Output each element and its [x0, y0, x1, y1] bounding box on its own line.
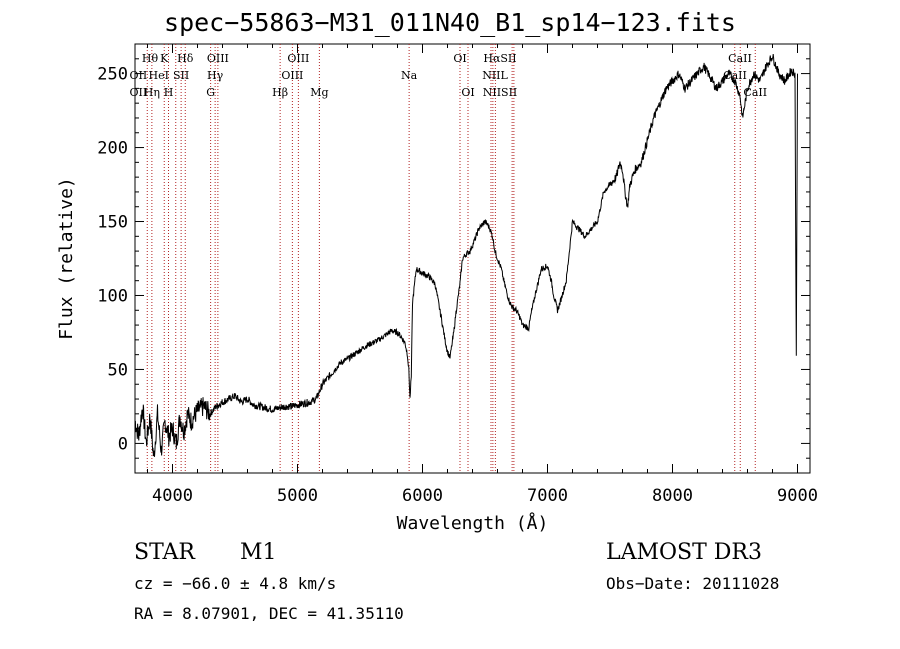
x-tick-label: 8000 — [652, 486, 693, 506]
line-marker-label: CaII — [743, 86, 767, 99]
ra-dec: RA = 8.07901, DEC = 41.35110 — [134, 604, 404, 623]
line-marker-label: H — [164, 86, 174, 99]
x-axis-label: Wavelength (Å) — [397, 512, 549, 534]
x-tick-label: 9000 — [777, 486, 818, 506]
x-tick-label: 6000 — [402, 486, 443, 506]
line-marker-label: SII — [173, 69, 189, 82]
line-marker-label: Na — [401, 69, 418, 82]
line-marker-label: CaII — [728, 52, 752, 65]
line-marker-label: OI — [453, 52, 466, 65]
line-marker-label: Mg — [310, 86, 328, 99]
line-marker-label: NIIL — [482, 69, 508, 82]
y-axis-label: Flux (relative) — [56, 177, 77, 340]
line-marker-label: Hβ — [272, 86, 288, 99]
survey-name: LAMOST DR3 — [606, 540, 762, 565]
object-type: STAR — [134, 540, 195, 565]
line-marker-label: OII — [130, 86, 148, 99]
line-marker-label: NIISII — [483, 86, 518, 99]
line-marker-label: OII — [130, 69, 148, 82]
y-tick-label: 0 — [118, 434, 128, 454]
y-tick-label: 150 — [97, 213, 128, 233]
line-marker-label: OIII — [207, 52, 229, 65]
redshift-line: cz = −66.0 ± 4.8 km/s — [134, 574, 337, 593]
y-tick-label: 250 — [97, 65, 128, 85]
line-marker-label: Hθ — [142, 52, 159, 65]
y-tick-label: 100 — [97, 286, 128, 306]
line-marker-label: K — [160, 52, 169, 65]
line-marker-label: OI — [461, 86, 474, 99]
spectrum-line — [134, 53, 798, 457]
line-marker-label: Hγ — [207, 69, 224, 82]
y-tick-label: 200 — [97, 139, 128, 159]
line-marker-label: HαSII — [483, 52, 516, 65]
line-marker-label: HeI — [149, 69, 169, 82]
plot-frame — [134, 43, 811, 474]
line-marker-label: OIII — [281, 69, 303, 82]
line-marker-label: OIII — [287, 52, 309, 65]
object-class: M1 — [240, 540, 277, 565]
x-tick-label: 5000 — [277, 486, 318, 506]
line-marker-label: G — [206, 86, 215, 99]
line-marker-label: Hη — [144, 86, 160, 99]
y-tick-label: 50 — [108, 360, 128, 380]
obs-date: Obs−Date: 20111028 — [606, 574, 780, 593]
x-tick-label: 7000 — [527, 486, 568, 506]
x-tick-label: 4000 — [152, 486, 193, 506]
chart-title: spec−55863−M31_011N40_B1_sp14−123.fits — [164, 8, 736, 37]
line-marker-label: Hδ — [177, 52, 194, 65]
